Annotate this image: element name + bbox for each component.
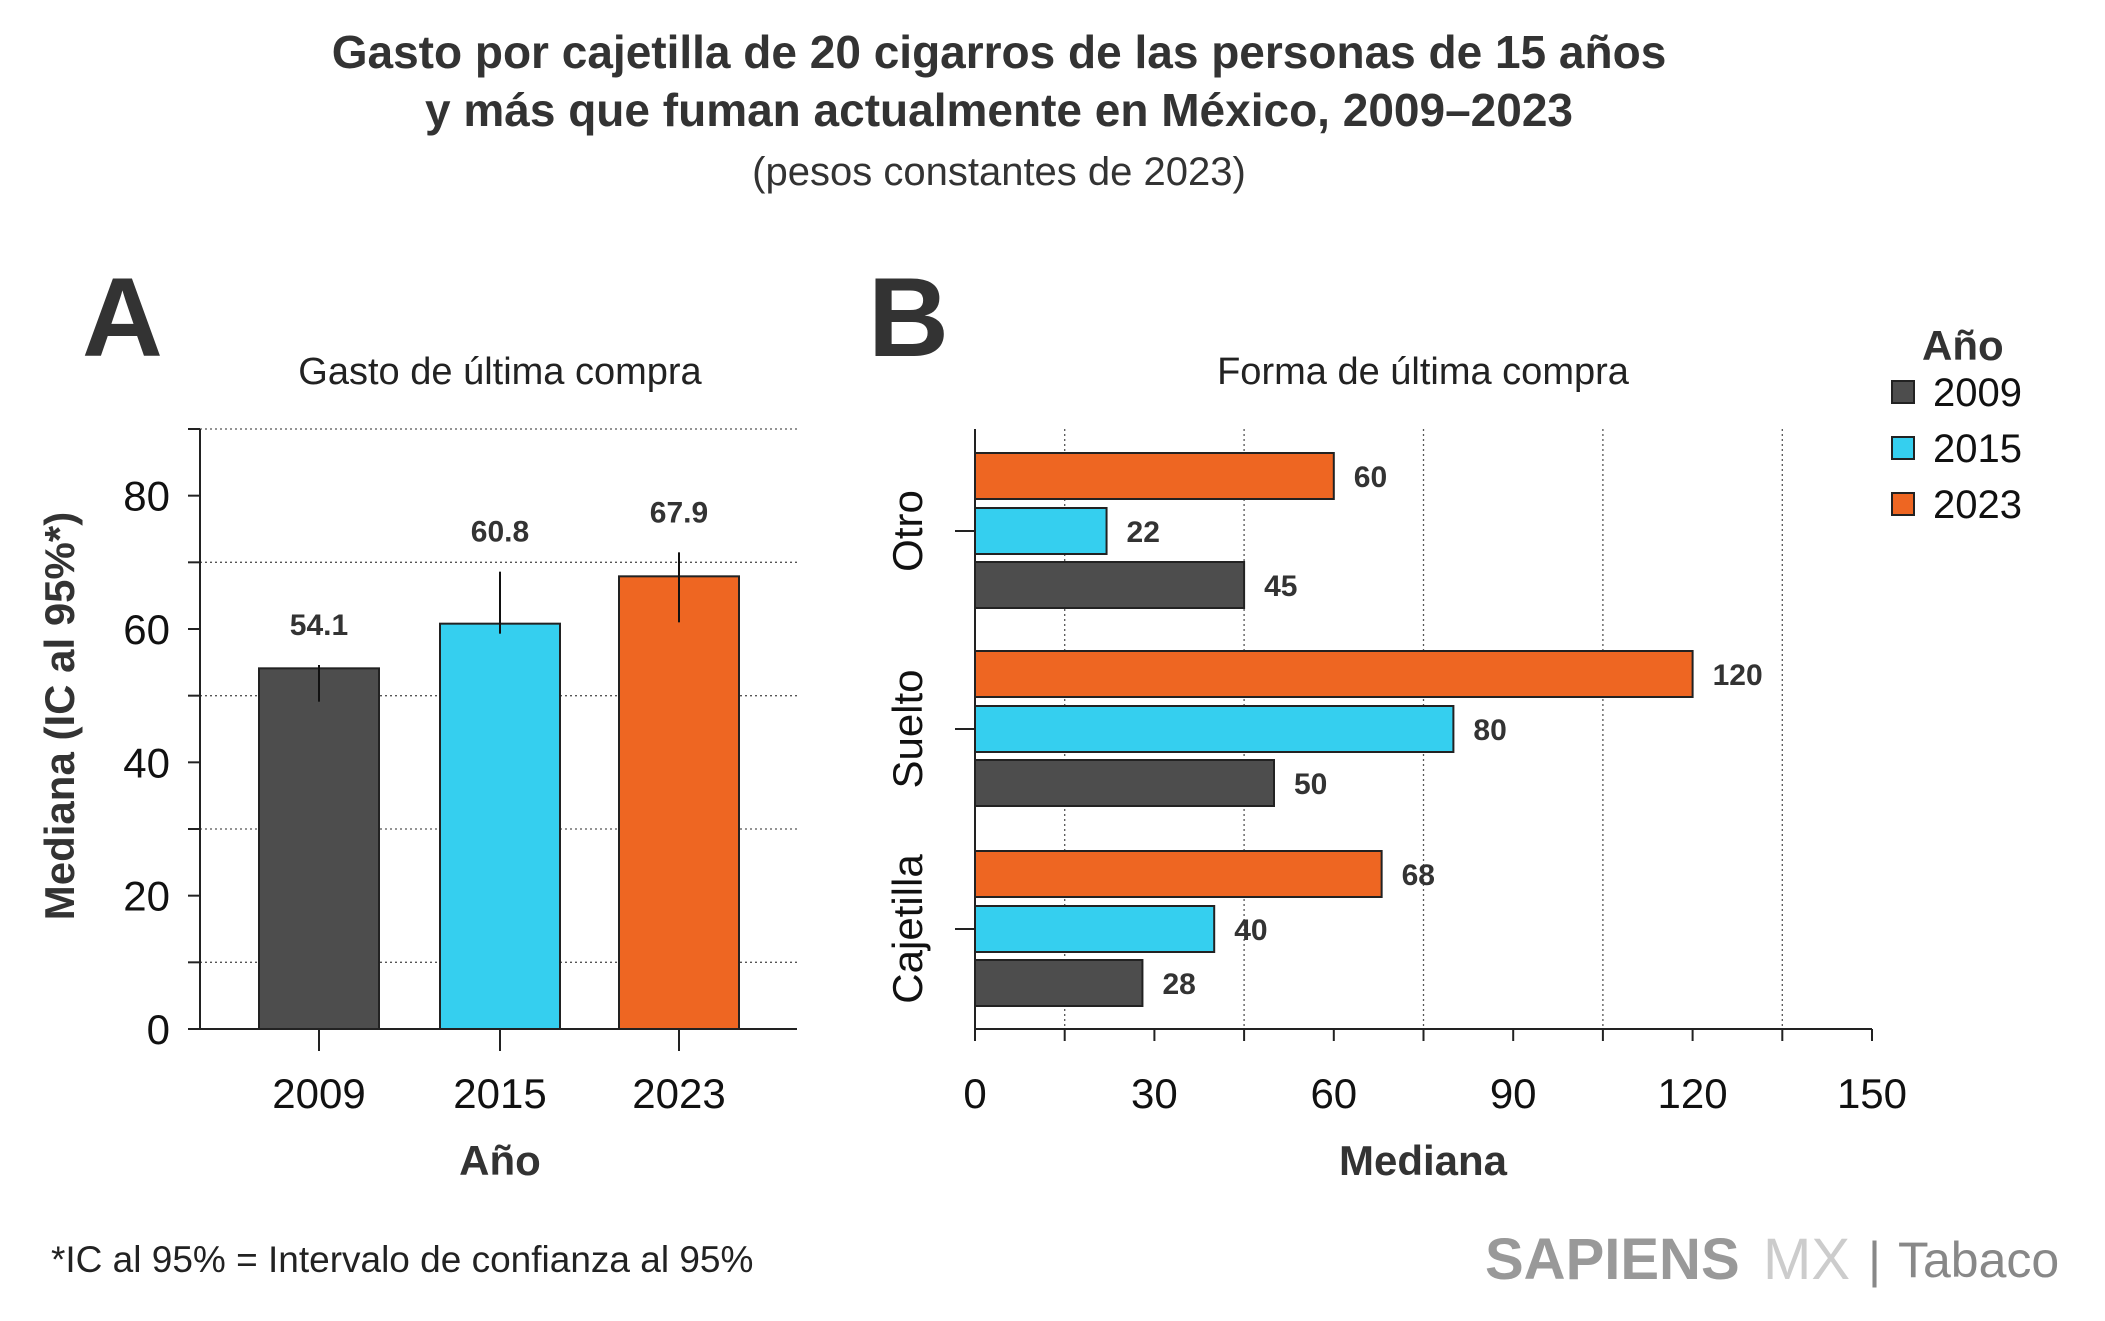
panel-a-ylabel: Mediana (IC al 95%*)	[36, 512, 83, 920]
bar-cajetilla-2023	[974, 850, 1383, 898]
bar-otro-2015	[974, 507, 1108, 555]
chart-title-line-2: y más que fuman actualmente en México, 2…	[425, 84, 1573, 136]
x-tick-label: 2015	[453, 1070, 546, 1117]
panel-b-plot: 0 30 60 90 120 150 Otro 60 22 45 Suelto 120 80 50 Caje…	[884, 429, 1907, 1117]
x-tick-label: 150	[1837, 1070, 1907, 1117]
category-label: Suelto	[884, 669, 931, 788]
legend: 2009 2015 2023	[1891, 371, 2022, 527]
bar-otro-2009	[974, 561, 1246, 609]
panel-b-xlabel: Mediana	[1339, 1137, 1508, 1184]
bar-2023	[618, 575, 740, 1030]
bar-suelto-2023	[974, 650, 1694, 698]
data-label: 45	[1264, 570, 1297, 603]
chart-subtitle: (pesos constantes de 2023)	[752, 150, 1246, 194]
data-label: 60	[1354, 461, 1387, 494]
x-tick-label: 2009	[272, 1070, 365, 1117]
legend-label: 2009	[1933, 371, 2022, 415]
y-tick-label: 0	[147, 1006, 170, 1053]
logo-separator: |	[1868, 1232, 1881, 1288]
data-label: 60.8	[471, 516, 529, 549]
data-label: 50	[1294, 768, 1327, 801]
bar-suelto-2009	[974, 759, 1275, 807]
category-label: Otro	[884, 490, 931, 572]
footnote: *IC al 95% = Intervalo de confianza al 9…	[51, 1239, 753, 1280]
x-tick-label: 30	[1131, 1070, 1178, 1117]
bar-2015	[439, 622, 561, 1031]
y-tick-label: 80	[123, 473, 170, 520]
panel-a-xlabel: Año	[459, 1137, 541, 1184]
x-tick-label: 2023	[632, 1070, 725, 1117]
chart-title-line-1: Gasto por cajetilla de 20 cigarros de la…	[332, 26, 1667, 78]
panel-a-title: Gasto de última compra	[298, 351, 702, 393]
legend-title: Año	[1922, 322, 2004, 369]
bar-cajetilla-2015	[974, 905, 1216, 953]
logo-light: MX	[1763, 1227, 1850, 1292]
x-tick-label: 120	[1658, 1070, 1728, 1117]
sapiens-logo: SAPIENS MX | Tabaco	[1485, 1227, 2059, 1292]
data-label: 28	[1162, 968, 1195, 1001]
panel-b-title: Forma de última compra	[1217, 351, 1630, 393]
data-label: 40	[1234, 914, 1267, 947]
y-tick-label: 20	[123, 873, 170, 920]
logo-bold: SAPIENS	[1485, 1227, 1740, 1292]
bar-otro-2023	[974, 452, 1335, 500]
panel-a-letter: A	[82, 255, 163, 380]
bar-suelto-2015	[974, 705, 1455, 753]
legend-label: 2023	[1933, 483, 2022, 527]
x-tick-label: 0	[963, 1070, 986, 1117]
logo-section: Tabaco	[1898, 1232, 2059, 1288]
bar-2009	[258, 667, 380, 1030]
panel-a-plot: 0 20 40 60 80 54.1 2009 60.8 2015 67.9 2023	[123, 428, 797, 1117]
data-label: 54.1	[290, 609, 348, 642]
panel-b-letter: B	[868, 255, 949, 380]
y-tick-label: 40	[123, 739, 170, 786]
y-tick-label: 60	[123, 606, 170, 653]
data-label: 22	[1127, 516, 1160, 549]
category-label: Cajetilla	[884, 854, 931, 1004]
data-label: 80	[1473, 714, 1506, 747]
x-tick-label: 60	[1310, 1070, 1357, 1117]
legend-swatch-2023	[1891, 492, 1915, 516]
x-tick-label: 90	[1490, 1070, 1537, 1117]
legend-swatch-2015	[1891, 436, 1915, 460]
legend-label: 2015	[1933, 427, 2022, 471]
bar-cajetilla-2009	[974, 959, 1144, 1007]
legend-swatch-2009	[1891, 380, 1915, 404]
data-label: 68	[1402, 859, 1435, 892]
data-label: 67.9	[650, 496, 708, 529]
data-label: 120	[1713, 659, 1763, 692]
